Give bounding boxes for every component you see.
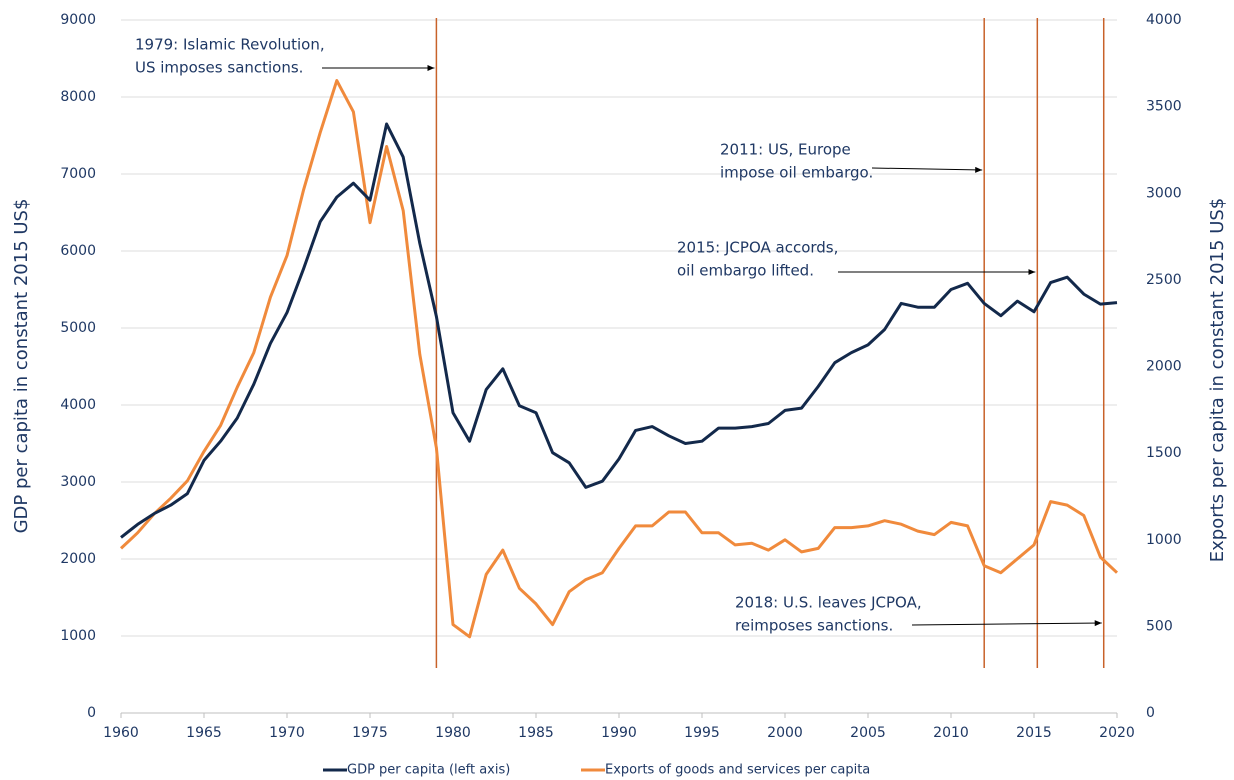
annotation: oil embargo lifted. <box>677 262 814 280</box>
y-tick-label: 0 <box>87 705 96 721</box>
x-tick-label: 2005 <box>850 725 886 741</box>
y2-tick-label: 2500 <box>1146 272 1182 288</box>
y-tick-label: 4000 <box>60 397 96 413</box>
y-axis-title: GDP per capita in constant 2015 US$ <box>11 199 32 534</box>
x-tick-label: 1970 <box>269 725 305 741</box>
annotation-arrow <box>871 166 983 173</box>
y2-tick-label: 0 <box>1146 705 1155 721</box>
y2-tick-label: 4000 <box>1146 12 1182 28</box>
annotation: 1979: Islamic Revolution, <box>135 36 325 54</box>
annotation-arrow <box>911 620 1102 627</box>
annotation: 2011: US, Europe <box>720 141 851 159</box>
annotation: 2015: JCPOA accords, <box>677 239 838 257</box>
x-tick-label: 1960 <box>103 725 139 741</box>
annotation: US imposes sanctions. <box>135 59 303 77</box>
x-tick-label: 1965 <box>186 725 222 741</box>
y2-tick-label: 1000 <box>1146 532 1182 548</box>
series-line <box>120 122 1118 539</box>
x-tick-label: 1995 <box>684 725 720 741</box>
annotation: impose oil embargo. <box>720 164 873 182</box>
y2-tick-label: 3000 <box>1146 185 1182 201</box>
y2-tick-label: 2000 <box>1146 359 1182 375</box>
legend-label: GDP per capita (left axis) <box>347 763 510 778</box>
y2-tick-label: 1500 <box>1146 445 1182 461</box>
x-tick-label: 2020 <box>1099 725 1135 741</box>
y-tick-label: 8000 <box>60 89 96 105</box>
annotation: 2018: U.S. leaves JCPOA, <box>735 594 922 612</box>
x-tick-label: 1975 <box>352 725 388 741</box>
y2-tick-label: 3500 <box>1146 99 1182 115</box>
x-tick-label: 1980 <box>435 725 471 741</box>
y-tick-label: 6000 <box>60 243 96 259</box>
y-tick-label: 3000 <box>60 474 96 490</box>
y-tick-label: 1000 <box>60 628 96 644</box>
x-tick-label: 1985 <box>518 725 554 741</box>
y-tick-label: 5000 <box>60 320 96 336</box>
y-tick-label: 9000 <box>60 12 96 28</box>
x-tick-label: 2010 <box>933 725 969 741</box>
x-tick-label: 2000 <box>767 725 803 741</box>
series-line <box>119 79 1119 639</box>
y-tick-label: 2000 <box>60 551 96 567</box>
legend-label: Exports of goods and services per capita <box>605 763 870 778</box>
x-tick-label: 2015 <box>1016 725 1052 741</box>
y2-axis-title: Exports per capita in constant 2015 US$ <box>1207 198 1228 563</box>
x-tick-label: 1990 <box>601 725 637 741</box>
annotation: reimposes sanctions. <box>735 617 893 635</box>
y2-tick-label: 500 <box>1146 618 1173 634</box>
y-tick-label: 7000 <box>60 166 96 182</box>
